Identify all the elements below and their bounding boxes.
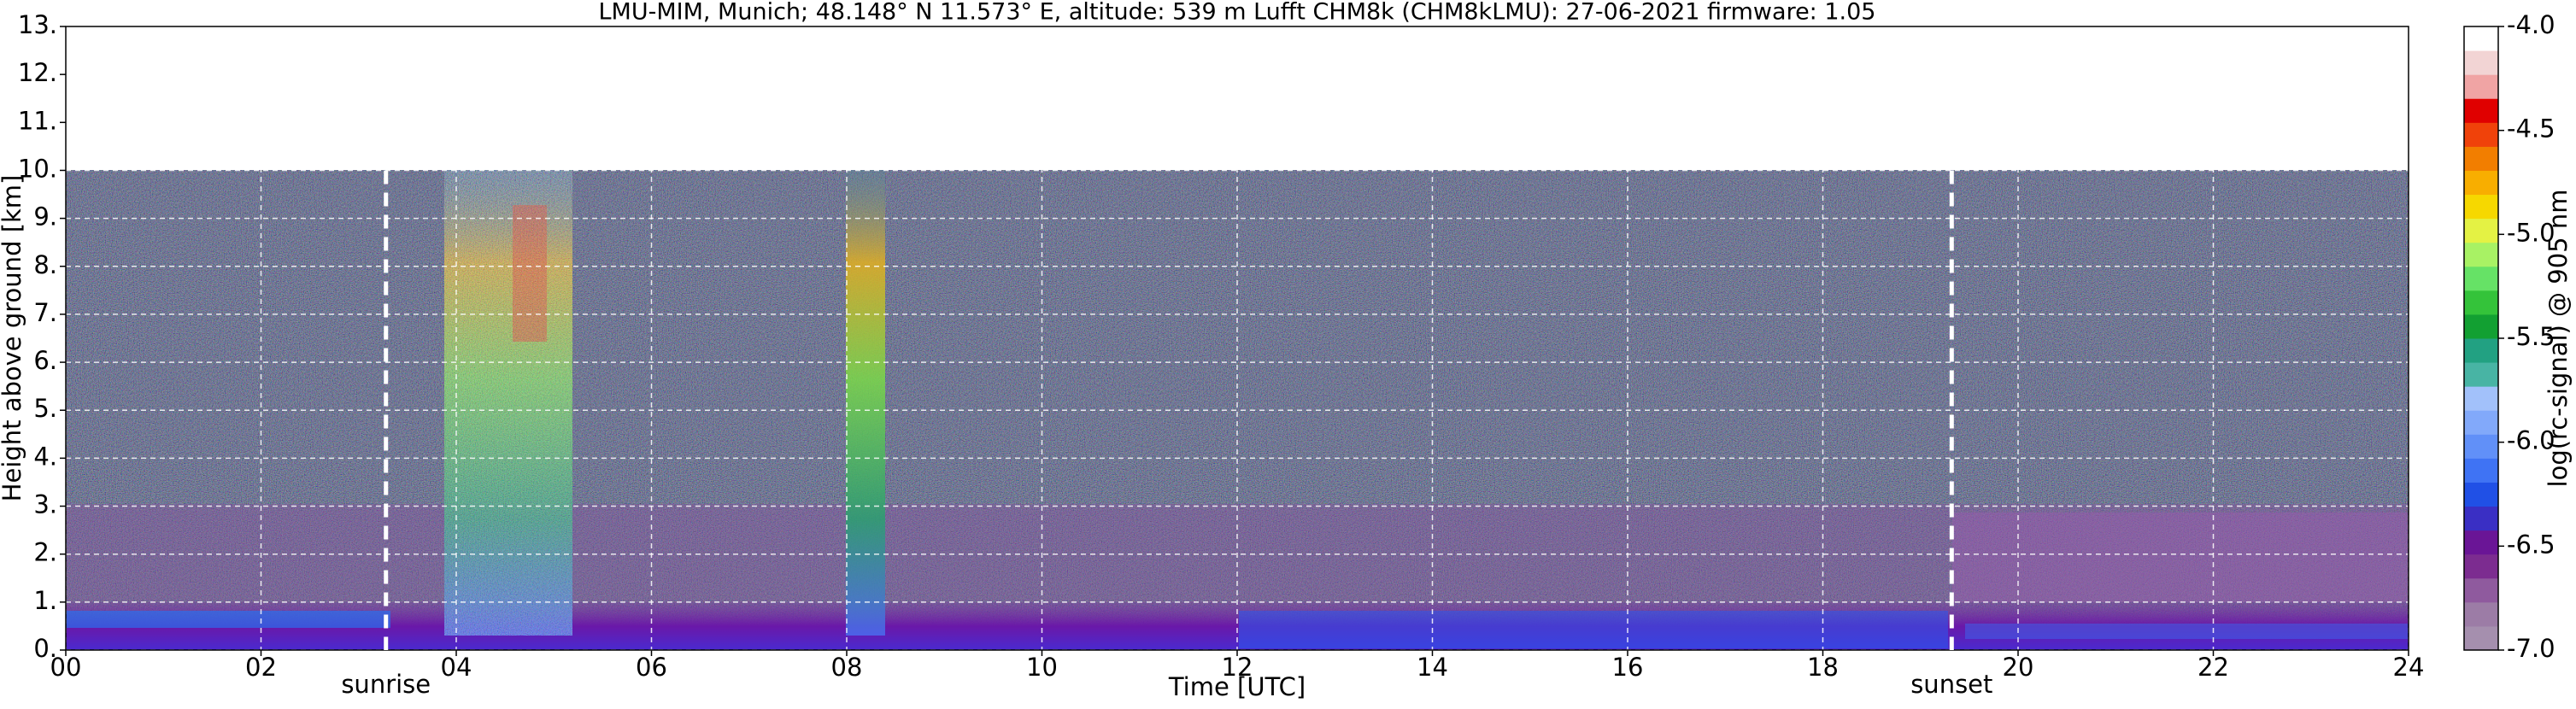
colorbar-swatch (2464, 410, 2498, 435)
plume-noise (444, 170, 572, 636)
colorbar-swatch (2464, 482, 2498, 507)
colorbar-tick-label: -4.5 (2507, 114, 2555, 144)
colorbar-tick-label: -5.0 (2507, 218, 2555, 247)
x-tick-label: 22 (2198, 653, 2229, 682)
colorbar-swatch (2464, 218, 2498, 243)
x-tick-label: 18 (1807, 653, 1839, 682)
x-axis-label: Time [UTC] (1168, 672, 1306, 701)
colorbar-swatch (2464, 554, 2498, 579)
colorbar-swatch (2464, 170, 2498, 196)
y-tick-label: 6. (33, 346, 57, 375)
colorbar-tick-label: -4.0 (2507, 10, 2555, 39)
y-tick-label: 13. (18, 10, 57, 39)
colorbar-tick-label: -6.0 (2507, 426, 2555, 455)
colorbar-swatch (2464, 362, 2498, 387)
x-tick-label: 16 (1612, 653, 1644, 682)
colorbar-tick-label: -7.0 (2507, 634, 2555, 663)
evening-layer (1952, 513, 2409, 602)
colorbar-swatch (2464, 386, 2498, 411)
y-axis-label: Height above ground [km] (0, 175, 26, 502)
y-tick-label: 9. (33, 202, 57, 231)
colorbar-swatch (2464, 313, 2498, 339)
x-tick-label: 10 (1026, 653, 1058, 682)
colorbar-swatch (2464, 266, 2498, 291)
x-tick-label: 20 (2003, 653, 2034, 682)
x-tick-label: 04 (441, 653, 472, 682)
y-tick-label: 0. (33, 634, 57, 663)
y-tick-label: 10. (18, 154, 57, 183)
boundary-layer-stripe (66, 611, 390, 628)
x-tick-label: 14 (1417, 653, 1448, 682)
annotation-label: sunset (1910, 670, 1992, 699)
plot-frame (65, 26, 2409, 651)
colorbar-swatch (2464, 577, 2498, 603)
colorbar-swatch (2464, 625, 2498, 651)
y-tick-label: 12. (18, 58, 57, 87)
x-tick-label: 24 (2393, 653, 2425, 682)
precipitation-plume (846, 170, 885, 636)
colorbar-swatch (2464, 530, 2498, 555)
colorbar-tick-label: -6.5 (2507, 530, 2555, 559)
colorbar-swatch (2464, 434, 2498, 459)
boundary-layer-stripe (1965, 624, 2409, 639)
axes (60, 26, 2409, 656)
colorbar-tick-label: -5.5 (2507, 322, 2555, 351)
colorbar-swatch (2464, 338, 2498, 363)
x-tick-label: 12 (1222, 653, 1253, 682)
boundary-layer-stripe (1239, 611, 1948, 648)
colorbar-swatch (2464, 26, 2498, 51)
colorbar-swatch (2464, 146, 2498, 171)
y-tick-label: 11. (18, 106, 57, 135)
chart-title: LMU-MIM, Munich; 48.148° N 11.573° E, al… (599, 0, 1876, 26)
colorbar-swatch (2464, 242, 2498, 267)
colorbar-label: log(rc-signal) @ 905 nm (2544, 190, 2573, 488)
y-tick-label: 2. (33, 538, 57, 567)
colorbar-swatch (2464, 194, 2498, 220)
colorbar-swatch (2464, 290, 2498, 315)
x-tick-label: 02 (245, 653, 277, 682)
colorbar-swatch (2464, 601, 2498, 627)
colorbar-swatch (2464, 506, 2498, 531)
colorbar-swatch (2464, 98, 2498, 123)
y-tick-label: 1. (33, 586, 57, 615)
x-tick-label: 00 (50, 653, 82, 682)
annotation-label: sunrise (341, 670, 431, 699)
colorbar-swatch (2464, 74, 2498, 99)
x-tick-label: 06 (636, 653, 667, 682)
y-tick-label: 7. (33, 298, 57, 327)
y-tick-label: 4. (33, 442, 57, 471)
y-tick-label: 3. (33, 490, 57, 519)
colorbar-swatch (2464, 50, 2498, 75)
y-tick-label: 5. (33, 394, 57, 423)
colorbar-swatch (2464, 122, 2498, 147)
y-tick-label: 8. (33, 250, 57, 279)
x-tick-label: 08 (831, 653, 863, 682)
colorbar-swatch (2464, 458, 2498, 483)
